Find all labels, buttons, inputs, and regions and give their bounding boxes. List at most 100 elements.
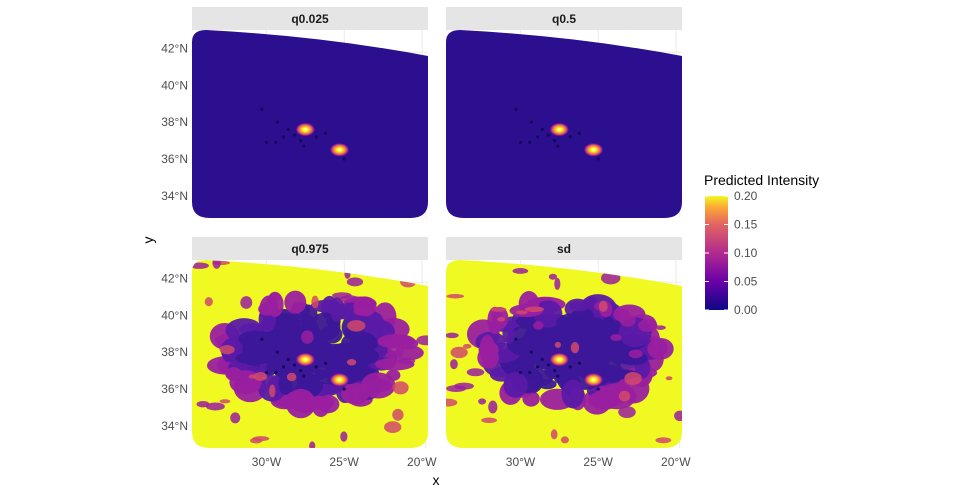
facet-strip	[192, 237, 428, 260]
observation-point	[299, 368, 303, 373]
facet-label: sd	[557, 242, 571, 256]
y-tick-label: 42°N	[161, 271, 188, 285]
uncertainty-region	[446, 260, 682, 444]
observation-point	[553, 368, 557, 373]
observation-point	[314, 135, 318, 139]
observation-point	[514, 107, 518, 111]
observation-point	[568, 365, 572, 369]
observation-point	[568, 135, 572, 139]
x-tick-label: 30°W	[506, 455, 536, 469]
observation-point	[342, 157, 346, 161]
observation-point	[264, 370, 269, 375]
x-tick-label: 25°W	[583, 455, 613, 469]
y-tick-label: 34°N	[161, 419, 188, 433]
observation-point	[292, 133, 297, 137]
hotspot	[583, 142, 604, 157]
facet-panel-sd: sd	[446, 237, 682, 260]
x-tick-label: 30°W	[252, 455, 282, 469]
observation-point	[274, 140, 278, 145]
observation-point	[596, 387, 600, 391]
observation-point	[275, 120, 279, 124]
y-tick-label: 40°N	[161, 308, 188, 322]
legend-colorbar	[705, 196, 728, 310]
y-tick-label: 38°N	[161, 115, 188, 129]
y-tick-label: 34°N	[161, 189, 188, 203]
hotspot	[329, 372, 350, 387]
facet-panel-q05: q0.5	[446, 7, 682, 30]
observation-point	[275, 350, 279, 354]
observation-point	[323, 361, 328, 365]
observation-point	[577, 361, 582, 365]
observation-point	[299, 138, 303, 143]
facet-strip	[446, 7, 682, 30]
observation-point	[260, 107, 264, 111]
observation-point	[536, 365, 540, 369]
observation-point	[556, 144, 560, 148]
observation-point	[286, 357, 290, 362]
observation-point	[518, 370, 523, 375]
y-axis-ticks: 34°N 36°N 38°N 40°N 42°N 34°N 36°N 38°N 40°N 42°N	[161, 41, 188, 432]
y-tick-label: 42°N	[161, 41, 188, 55]
observation-point	[528, 140, 532, 145]
hotspot	[549, 122, 570, 137]
y-tick-label: 40°N	[161, 78, 188, 92]
x-tick-label: 20°W	[407, 455, 437, 469]
facet-panel-q0025: q0.025	[192, 7, 428, 30]
observation-point	[260, 337, 264, 341]
hotspot	[329, 142, 350, 157]
legend-label: 0.05	[734, 275, 758, 289]
y-axis-title: y	[140, 237, 156, 244]
observation-point	[274, 370, 278, 375]
facet-strip	[446, 237, 682, 260]
observation-point	[323, 131, 328, 135]
observation-point	[302, 144, 306, 148]
observation-point	[540, 127, 544, 132]
legend-label: 0.10	[734, 246, 758, 260]
legend-label: 0.20	[734, 189, 758, 203]
x-tick-label: 25°W	[329, 455, 359, 469]
observation-point	[514, 337, 518, 341]
observation-point	[282, 365, 286, 369]
observation-point	[302, 374, 306, 378]
hotspot	[295, 122, 316, 137]
x-axis-title: x	[433, 472, 440, 488]
observation-point	[518, 140, 523, 145]
y-tick-label: 36°N	[161, 152, 188, 166]
map-panel	[191, 259, 429, 449]
observation-point	[529, 350, 533, 354]
observation-point	[546, 133, 551, 137]
observation-point	[536, 135, 540, 139]
legend-title: Predicted Intensity	[704, 172, 819, 188]
observation-point	[540, 357, 544, 362]
legend-label: 0.00	[734, 303, 758, 317]
x-axis-ticks: 30°W 25°W 20°W 30°W 25°W 20°W	[252, 455, 691, 469]
observation-point	[286, 127, 290, 132]
observation-point	[553, 138, 557, 143]
facet-panel-q0975: q0.975	[192, 237, 428, 260]
hotspot	[583, 372, 604, 387]
observation-point	[596, 157, 600, 161]
observation-point	[529, 120, 533, 124]
observation-point	[577, 131, 582, 135]
observation-point	[292, 363, 297, 367]
observation-point	[314, 365, 318, 369]
observation-point	[528, 370, 532, 375]
facet-label: q0.025	[291, 12, 329, 26]
map-panel	[445, 29, 683, 219]
y-tick-label: 36°N	[161, 382, 188, 396]
facet-label: q0.5	[552, 12, 576, 26]
observation-point	[342, 387, 346, 391]
map-panel	[445, 259, 683, 449]
observation-point	[264, 140, 269, 145]
facet-label: q0.975	[291, 242, 329, 256]
hotspot	[549, 352, 570, 367]
observation-point	[556, 374, 560, 378]
facet-strip	[192, 7, 428, 30]
observation-point	[546, 363, 551, 367]
hotspot	[295, 352, 316, 367]
x-tick-label: 20°W	[661, 455, 691, 469]
map-panel	[191, 29, 429, 219]
observation-point	[282, 135, 286, 139]
color-legend: Predicted Intensity 0.20 0.15 0.10 0.05 0.00	[704, 172, 819, 317]
